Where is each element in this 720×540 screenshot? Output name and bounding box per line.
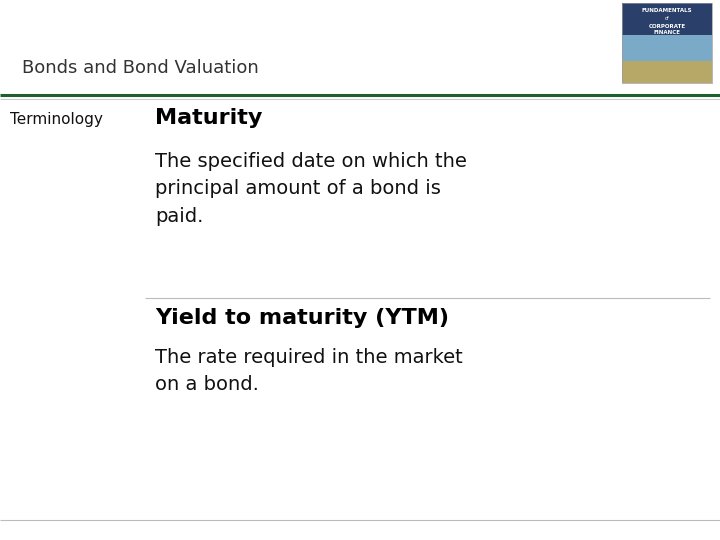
Text: Maturity: Maturity bbox=[155, 108, 262, 128]
Text: CORPORATE: CORPORATE bbox=[649, 24, 685, 29]
Text: FINANCE: FINANCE bbox=[654, 30, 680, 36]
Bar bbox=[622, 3, 712, 35]
Text: The rate required in the market
on a bond.: The rate required in the market on a bon… bbox=[155, 348, 463, 394]
Text: Bonds and Bond Valuation: Bonds and Bond Valuation bbox=[22, 59, 258, 77]
Text: Terminology: Terminology bbox=[10, 112, 103, 127]
Bar bbox=[622, 35, 712, 61]
Bar bbox=[622, 3, 712, 83]
Bar bbox=[622, 61, 712, 83]
Text: The specified date on which the
principal amount of a bond is
paid.: The specified date on which the principa… bbox=[155, 152, 467, 226]
Text: of: of bbox=[665, 17, 670, 22]
Text: Yield to maturity (YTM): Yield to maturity (YTM) bbox=[155, 308, 449, 328]
Text: FUNDAMENTALS: FUNDAMENTALS bbox=[642, 9, 693, 14]
